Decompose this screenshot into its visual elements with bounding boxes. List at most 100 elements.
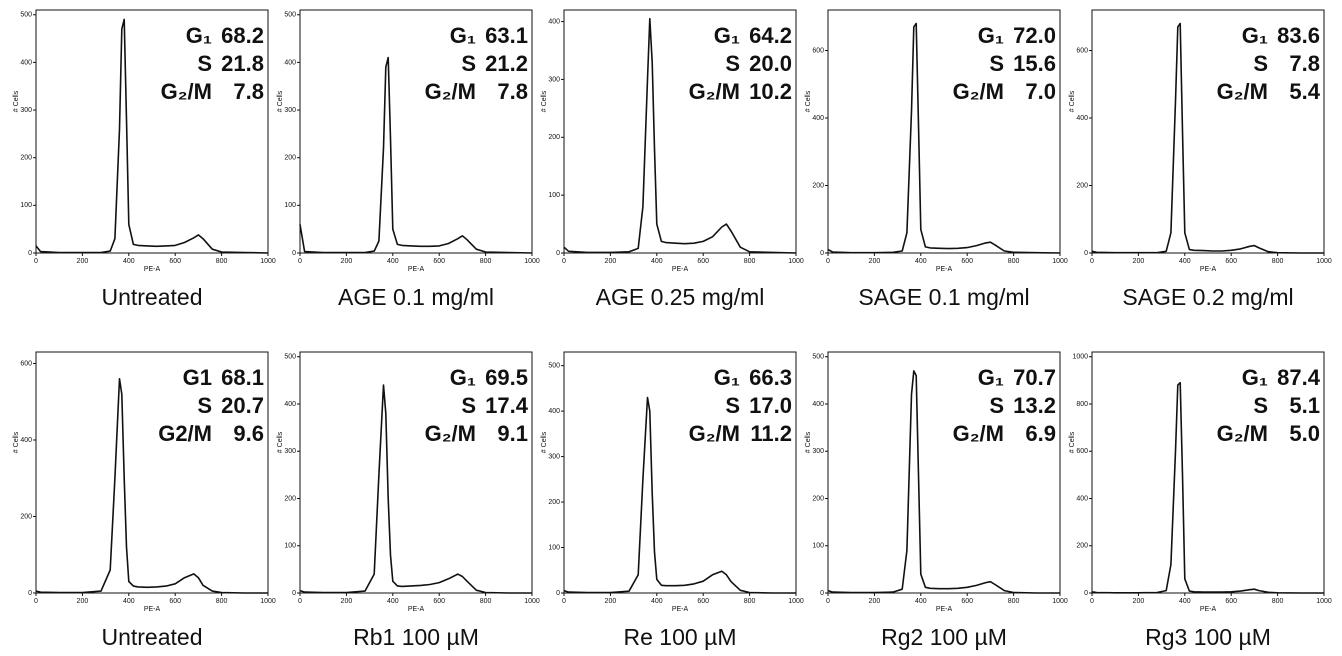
y-tick-label: 200 [1076, 182, 1088, 189]
stat-label: G₂/M [953, 421, 1004, 446]
x-tick-label: 0 [1090, 258, 1094, 265]
y-axis-label: # Cells [13, 90, 20, 112]
panel-caption: Untreated [101, 284, 202, 310]
stat-value: 21.8 [221, 51, 264, 76]
y-tick-label: 400 [548, 408, 560, 415]
histogram-line [563, 396, 796, 594]
y-tick-label: 300 [20, 107, 32, 114]
stat-label: G₂/M [689, 79, 740, 104]
y-tick-label: 300 [548, 76, 560, 83]
stat-value: 5.0 [1289, 421, 1320, 446]
plot-frame [563, 351, 797, 594]
stat-value: 68.2 [221, 23, 264, 48]
histogram-line [827, 22, 1061, 254]
x-axis-label: PE-A [936, 266, 953, 273]
x-tick-label: 800 [480, 258, 492, 265]
x-tick-label: 400 [915, 598, 927, 605]
stat-value: 17.0 [749, 393, 792, 418]
stat-label: S [461, 51, 476, 76]
y-axis-label: # Cells [13, 431, 20, 453]
y-tick-label: 400 [284, 59, 296, 66]
x-tick-label: 800 [216, 598, 228, 605]
stat-label: G1 [183, 365, 212, 390]
y-tick-label: 0 [820, 250, 824, 257]
panel-caption: AGE 0.1 mg/ml [338, 284, 494, 310]
stat-value: 69.5 [485, 365, 528, 390]
stat-value: 87.4 [1277, 365, 1321, 390]
x-tick-label: 400 [1179, 258, 1191, 265]
x-tick-label: 1000 [1316, 598, 1332, 605]
x-tick-label: 0 [34, 258, 38, 265]
x-tick-label: 400 [651, 598, 663, 605]
y-tick-label: 400 [1076, 495, 1088, 502]
x-axis-label: PE-A [408, 606, 425, 613]
stat-value: 83.6 [1277, 23, 1320, 48]
x-tick-label: 200 [605, 258, 617, 265]
y-axis-label: # Cells [1069, 90, 1076, 112]
x-tick-label: 200 [605, 598, 617, 605]
stat-value: 20.0 [749, 51, 792, 76]
histogram-line [1091, 22, 1324, 254]
y-tick-label: 500 [812, 354, 824, 361]
y-tick-label: 200 [548, 134, 560, 141]
stat-label: G₁ [450, 365, 476, 390]
y-tick-label: 0 [820, 590, 824, 597]
stat-label: G₂/M [425, 421, 476, 446]
x-tick-label: 600 [169, 598, 181, 605]
stat-label: G₁ [714, 365, 740, 390]
y-tick-label: 300 [812, 448, 824, 455]
x-tick-label: 200 [77, 258, 89, 265]
y-tick-label: 400 [20, 437, 32, 444]
histogram-line [299, 56, 533, 254]
y-tick-label: 100 [812, 543, 824, 550]
y-tick-label: 200 [812, 495, 824, 502]
stat-label: G₁ [186, 23, 212, 48]
stat-label: S [1253, 51, 1268, 76]
stat-value: 66.3 [749, 365, 792, 390]
x-tick-label: 1000 [1052, 258, 1068, 265]
y-tick-label: 200 [20, 513, 32, 520]
x-tick-label: 1000 [260, 258, 276, 265]
y-tick-label: 400 [20, 59, 32, 66]
x-tick-label: 400 [123, 598, 135, 605]
stat-value: 13.2 [1013, 393, 1056, 418]
y-axis-label: # Cells [805, 90, 812, 112]
y-tick-label: 0 [28, 250, 32, 257]
x-tick-label: 200 [869, 258, 881, 265]
x-tick-label: 0 [826, 598, 830, 605]
y-tick-label: 200 [20, 155, 32, 162]
x-tick-label: 800 [1008, 258, 1020, 265]
x-tick-label: 1000 [524, 598, 540, 605]
stat-label: G₂/M [1217, 79, 1268, 104]
panel-caption: Untreated [101, 624, 202, 650]
y-tick-label: 500 [284, 354, 296, 361]
x-tick-label: 200 [1133, 598, 1145, 605]
x-axis-label: PE-A [408, 266, 425, 273]
x-tick-label: 600 [697, 258, 709, 265]
y-axis-label: # Cells [805, 431, 812, 453]
y-tick-label: 200 [1076, 543, 1088, 550]
y-tick-label: 0 [292, 590, 296, 597]
x-tick-label: 800 [216, 258, 228, 265]
stat-value: 20.7 [221, 393, 264, 418]
y-tick-label: 600 [20, 360, 32, 367]
x-tick-label: 600 [1225, 258, 1237, 265]
y-tick-label: 500 [284, 12, 296, 19]
x-tick-label: 0 [1090, 598, 1094, 605]
x-tick-label: 1000 [788, 258, 804, 265]
x-tick-label: 800 [1272, 258, 1284, 265]
histogram-line [35, 18, 269, 254]
x-tick-label: 200 [77, 598, 89, 605]
plot-frame [1091, 9, 1325, 254]
x-tick-label: 600 [433, 598, 445, 605]
plot-frame [827, 9, 1061, 254]
x-tick-label: 200 [869, 598, 881, 605]
y-tick-label: 200 [548, 499, 560, 506]
plot-frame [299, 9, 533, 254]
x-axis-label: PE-A [672, 606, 689, 613]
stat-value: 5.1 [1289, 393, 1320, 418]
y-tick-label: 400 [812, 115, 824, 122]
x-tick-label: 0 [298, 258, 302, 265]
stat-label: G₁ [714, 23, 740, 48]
y-axis-label: # Cells [541, 431, 548, 453]
